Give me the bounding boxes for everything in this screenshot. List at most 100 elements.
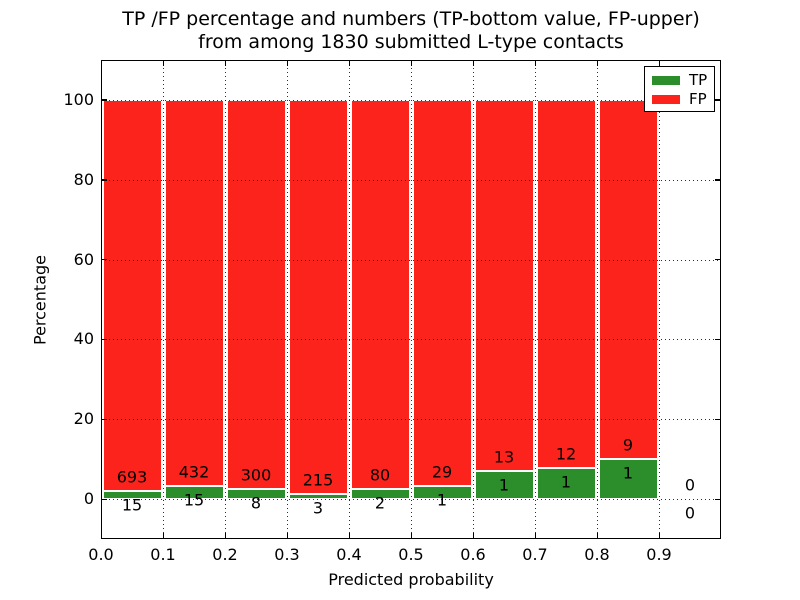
bar-fp — [288, 99, 348, 494]
y-tick-mark-right — [715, 418, 721, 421]
grid-line-x — [411, 60, 412, 539]
x-tick-label: 0.4 — [336, 545, 362, 564]
grid-line-y — [101, 179, 721, 181]
tp-count-label: 1 — [622, 463, 634, 483]
grid-line-y — [101, 499, 721, 501]
grid-line-x — [101, 60, 102, 539]
tp-count-label: 1 — [436, 490, 448, 510]
x-tick-label: 0.1 — [150, 545, 176, 564]
bar-fp — [102, 99, 162, 491]
y-tick-mark-left — [101, 338, 107, 341]
tp-count-label: 0 — [684, 503, 696, 523]
fp-count-label: 9 — [622, 435, 634, 455]
grid-line-y — [101, 99, 721, 101]
y-tick-label: 20 — [73, 409, 94, 429]
x-axis-label: Predicted probability — [328, 570, 494, 589]
x-tick-mark-top — [224, 60, 226, 66]
fp-count-label: 29 — [431, 462, 453, 482]
grid-line-x — [287, 60, 288, 539]
legend: TP FP — [644, 66, 715, 112]
x-tick-label: 0.6 — [460, 545, 486, 564]
y-tick-label: 80 — [73, 169, 94, 189]
x-tick-label: 0.5 — [398, 545, 424, 564]
fp-count-label: 12 — [555, 444, 577, 464]
bar-fp — [226, 99, 286, 489]
x-tick-mark-top — [472, 60, 474, 66]
x-tick-mark-bottom — [410, 533, 412, 539]
x-tick-mark-top — [534, 60, 536, 66]
bar-fp — [164, 99, 224, 486]
x-tick-mark-bottom — [224, 533, 226, 539]
chart-title-line2: from among 1830 submitted L-type contact… — [198, 31, 624, 53]
tp-count-label: 1 — [560, 472, 572, 492]
fp-count-label: 80 — [369, 465, 391, 485]
x-tick-label: 0.2 — [212, 545, 238, 564]
x-tick-mark-bottom — [596, 533, 598, 539]
x-tick-mark-top — [348, 60, 350, 66]
tp-count-label: 1 — [498, 475, 510, 495]
x-tick-label: 0.3 — [274, 545, 300, 564]
y-tick-label: 0 — [83, 489, 94, 509]
x-tick-mark-top — [410, 60, 412, 66]
x-tick-mark-top — [162, 60, 164, 66]
y-tick-mark-right — [715, 179, 721, 181]
fp-count-label: 432 — [178, 462, 210, 482]
grid-line-y — [101, 339, 721, 341]
fp-count-label: 215 — [302, 470, 334, 490]
grid-line-x — [597, 60, 598, 539]
y-tick-label: 40 — [73, 329, 94, 349]
grid-line-x — [473, 60, 474, 539]
bar-tp — [102, 490, 162, 500]
y-tick-label: 60 — [73, 249, 94, 269]
y-tick-mark-left — [101, 179, 107, 181]
x-tick-mark-top — [286, 60, 288, 66]
bar-fp — [412, 99, 472, 486]
bar-fp — [598, 99, 658, 460]
grid-line-x — [163, 60, 164, 539]
fp-count-label: 13 — [493, 447, 515, 467]
bar-fp — [474, 99, 534, 471]
x-tick-mark-bottom — [658, 533, 660, 539]
x-tick-mark-bottom — [286, 533, 288, 539]
grid-line-x — [349, 60, 350, 539]
bar-tp — [412, 485, 472, 500]
x-tick-mark-bottom — [162, 533, 164, 539]
x-tick-mark-top — [100, 60, 102, 66]
bar-tp — [598, 459, 658, 500]
legend-label-fp: FP — [689, 90, 707, 108]
tp-count-label: 15 — [183, 490, 205, 510]
x-tick-mark-bottom — [472, 533, 474, 539]
fp-count-label: 300 — [240, 465, 272, 485]
bar-tp — [164, 485, 224, 500]
y-tick-mark-left — [101, 498, 107, 500]
tp-count-label: 2 — [374, 493, 386, 513]
fp-count-label: 0 — [684, 475, 696, 495]
y-tick-mark-left — [101, 259, 107, 261]
y-tick-mark-left — [101, 418, 107, 421]
x-tick-label: 0.9 — [646, 545, 672, 564]
y-tick-mark-right — [715, 498, 721, 500]
bar-tp — [474, 470, 534, 500]
grid-line-x — [535, 60, 536, 539]
legend-label-tp: TP — [689, 71, 708, 89]
x-tick-mark-bottom — [348, 533, 350, 539]
y-tick-label: 100 — [63, 89, 94, 109]
x-tick-label: 0.8 — [584, 545, 610, 564]
bar-tp — [350, 489, 410, 500]
tp-count-label: 15 — [121, 495, 143, 515]
grid-line-y — [101, 259, 721, 261]
legend-item-tp: TP — [645, 71, 714, 90]
grid-line-y — [101, 419, 721, 421]
y-tick-mark-right — [715, 99, 721, 101]
grid-line-x — [225, 60, 226, 539]
x-tick-label: 0.0 — [88, 545, 114, 564]
y-tick-mark-right — [715, 259, 721, 261]
x-tick-mark-bottom — [100, 533, 102, 539]
bar-fp — [350, 99, 410, 490]
plot-area: 693 15 432 15 300 8 215 3 80 2 29 1 13 1 12 1 9 1 0 0 — [100, 60, 721, 539]
y-tick-mark-left — [101, 99, 107, 101]
bar-fp — [536, 99, 596, 469]
chart-title-line1: TP /FP percentage and numbers (TP-bottom… — [122, 8, 700, 30]
x-tick-mark-top — [596, 60, 598, 66]
